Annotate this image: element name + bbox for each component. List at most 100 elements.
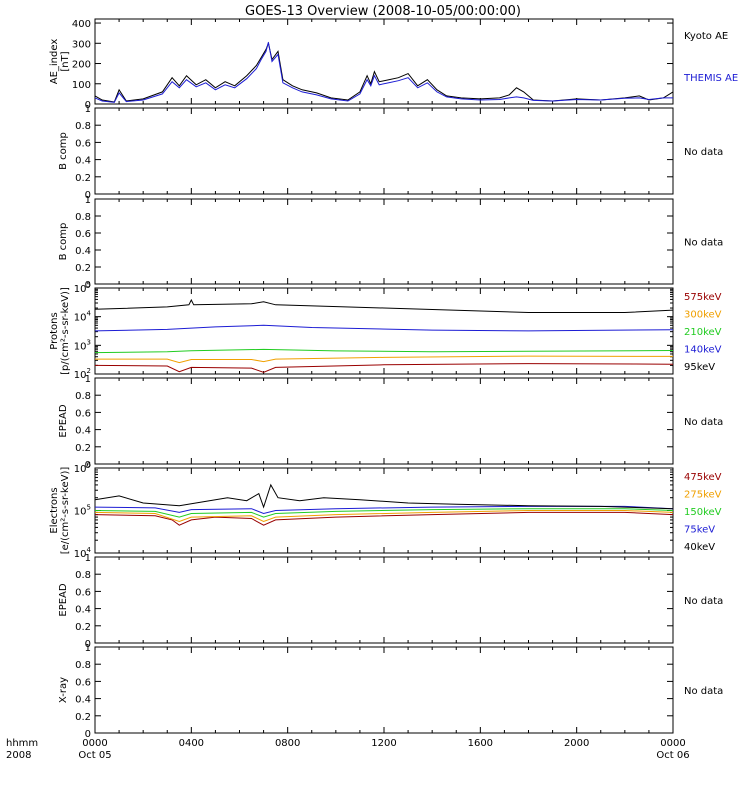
y-tick-label: 0.6 (75, 229, 91, 240)
x-tick-label: 1200 (371, 738, 396, 749)
panel-bcomp1: 0 0.2 0.4 0.6 0.8 1 B comp No data (58, 104, 723, 201)
y-axis-label: [p/(cm²-s-sr-keV)] (60, 287, 71, 375)
legend-entry: 575keV (684, 292, 722, 303)
x-tick-label: 0800 (275, 738, 300, 749)
legend-entry: 140keV (684, 345, 722, 356)
y-axis-label: B comp (58, 223, 69, 261)
legend-entry: 475keV (684, 472, 722, 483)
no-data-label: No data (684, 686, 723, 697)
panel-frame (94, 377, 674, 465)
y-tick-label: 300 (72, 39, 91, 50)
y-tick-label: 1 (85, 374, 91, 385)
panel-ae: 0 100 200 300 400 AE_index [nT] Kyoto AE THEMIS … (49, 18, 738, 111)
x-tick-label: 0000 (660, 738, 685, 749)
chart-title: GOES-13 Overview (2008-10-05/00:00:00) (245, 4, 521, 19)
series-line-575kev (94, 363, 674, 373)
panel-frame (94, 646, 674, 734)
y-tick-label: 0.8 (75, 660, 91, 671)
y-tick-label: 1 (85, 104, 91, 115)
panel-frame (94, 18, 674, 105)
y-tick-label: 0.2 (75, 443, 91, 454)
y-axis-label: [e/(cm²-s-sr-keV)] (60, 467, 71, 555)
no-data-label: No data (684, 417, 723, 428)
series-line-75kev (94, 505, 674, 515)
y-tick-label: 0.2 (75, 712, 91, 723)
y-axis-label: EPEAD (58, 404, 69, 438)
panel-frame (94, 556, 674, 644)
x-tick-label: 0000 (82, 738, 107, 749)
y-tick-label: 0 (85, 280, 91, 291)
panel-frame (94, 287, 674, 375)
y-tick-label: 0.6 (75, 587, 91, 598)
no-data-label: No data (684, 596, 723, 607)
y-tick-label: 0.2 (75, 263, 91, 274)
y-tick-label: 1 (85, 553, 91, 564)
y-tick-label: 105 (74, 281, 91, 295)
panel-frame (94, 198, 674, 285)
y-axis-label: Electrons (49, 487, 60, 533)
x-tick-label: 2000 (564, 738, 589, 749)
y-tick-label: 0.6 (75, 138, 91, 149)
series-line-475kev (94, 511, 674, 526)
y-tick-label: 1 (85, 643, 91, 654)
series-line-275kev (94, 510, 674, 523)
y-tick-label: 0.8 (75, 570, 91, 581)
y-tick-label: 200 (72, 60, 91, 71)
y-tick-label: 106 (74, 461, 92, 475)
series-line-210kev (94, 348, 674, 354)
y-axis-label: X-ray (58, 677, 69, 703)
y-tick-label: 0 (85, 190, 91, 201)
y-tick-label: 105 (74, 504, 91, 518)
y-tick-label: 0 (85, 639, 91, 650)
series-line-150kev (94, 508, 674, 518)
series-line-300kev (95, 355, 674, 364)
y-tick-label: 0.6 (75, 408, 91, 419)
y-tick-label: 0 (85, 729, 91, 740)
y-tick-label: 0 (85, 100, 91, 111)
series-line-40kev (94, 483, 674, 510)
panel-frame (94, 107, 674, 195)
series-line-kyoto-ae (94, 41, 674, 103)
panel-epead2: 0 0.2 0.4 0.6 0.8 1 EPEAD No data (58, 553, 723, 650)
y-tick-label: 0 (85, 460, 91, 471)
time-axis-label: hhmm (6, 738, 38, 749)
y-tick-label: 103 (74, 338, 91, 352)
y-tick-label: 0.8 (75, 212, 91, 223)
y-tick-label: 0.4 (75, 156, 91, 167)
legend-entry: 40keV (684, 542, 715, 553)
legend-entry: Kyoto AE (684, 31, 728, 42)
y-tick-label: 0.8 (75, 391, 91, 402)
legend-entry: 150keV (684, 507, 722, 518)
y-tick-label: 104 (74, 310, 92, 324)
legend-entry: 275keV (684, 490, 722, 501)
no-data-label: No data (684, 238, 723, 249)
x-tick-label: 1600 (468, 738, 493, 749)
no-data-label: No data (684, 147, 723, 158)
legend-entry: THEMIS AE (683, 73, 738, 84)
y-tick-label: 0.8 (75, 121, 91, 132)
x-tick-sublabel: Oct 05 (78, 750, 111, 761)
y-tick-label: 0.2 (75, 622, 91, 633)
y-axis-label: AE_index (49, 39, 60, 85)
y-tick-label: 400 (72, 19, 91, 30)
panel-xray: 0 0.2 0.4 0.6 0.8 1 X-ray No data (58, 643, 723, 740)
y-axis-label: EPEAD (58, 583, 69, 617)
series-line-140kev (94, 324, 674, 332)
y-tick-label: 0.4 (75, 246, 91, 257)
y-tick-label: 100 (72, 80, 91, 91)
y-tick-label: 0.2 (75, 173, 91, 184)
series-line-95kev (94, 298, 674, 313)
panel-epead1: 0 0.2 0.4 0.6 0.8 1 EPEAD No data (58, 374, 723, 471)
y-tick-label: 0.4 (75, 426, 91, 437)
y-tick-label: 1 (85, 195, 91, 206)
y-axis-label: Protons (49, 312, 60, 349)
legend-entry: 210keV (684, 327, 722, 338)
x-tick-sublabel: Oct 06 (656, 750, 689, 761)
y-tick-label: 0.4 (75, 605, 91, 616)
y-axis-label: [nT] (60, 51, 71, 71)
legend-entry: 75keV (684, 525, 715, 536)
